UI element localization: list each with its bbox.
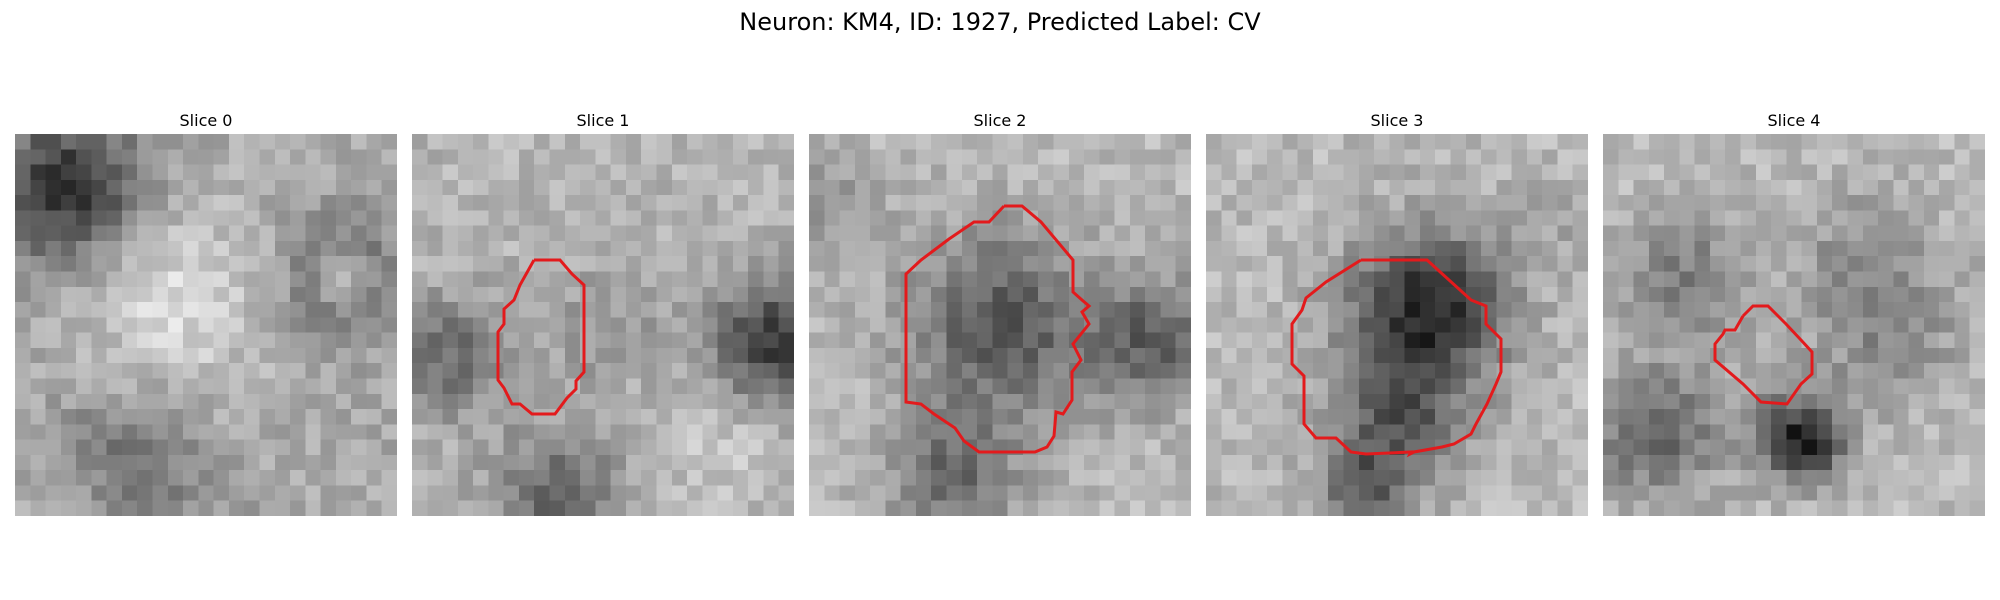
slice-image-0	[15, 134, 397, 516]
slice-image-1	[412, 134, 794, 516]
slice-title-0: Slice 0	[179, 111, 233, 130]
slice-image-3	[1206, 134, 1588, 516]
slice-title-1: Slice 1	[576, 111, 630, 130]
slice-panel-4: Slice 4	[1603, 108, 1985, 516]
slice-panel-3: Slice 3	[1206, 108, 1588, 516]
slice-panel-2: Slice 2	[809, 108, 1191, 516]
slice-panel-0: Slice 0	[15, 108, 397, 516]
slice-image-4	[1603, 134, 1985, 516]
figure-title: Neuron: KM4, ID: 1927, Predicted Label: …	[739, 8, 1261, 36]
slice-title-2: Slice 2	[973, 111, 1027, 130]
slice-image-2	[809, 134, 1191, 516]
slice-title-3: Slice 3	[1370, 111, 1424, 130]
slice-title-4: Slice 4	[1767, 111, 1821, 130]
slice-panel-1: Slice 1	[412, 108, 794, 516]
